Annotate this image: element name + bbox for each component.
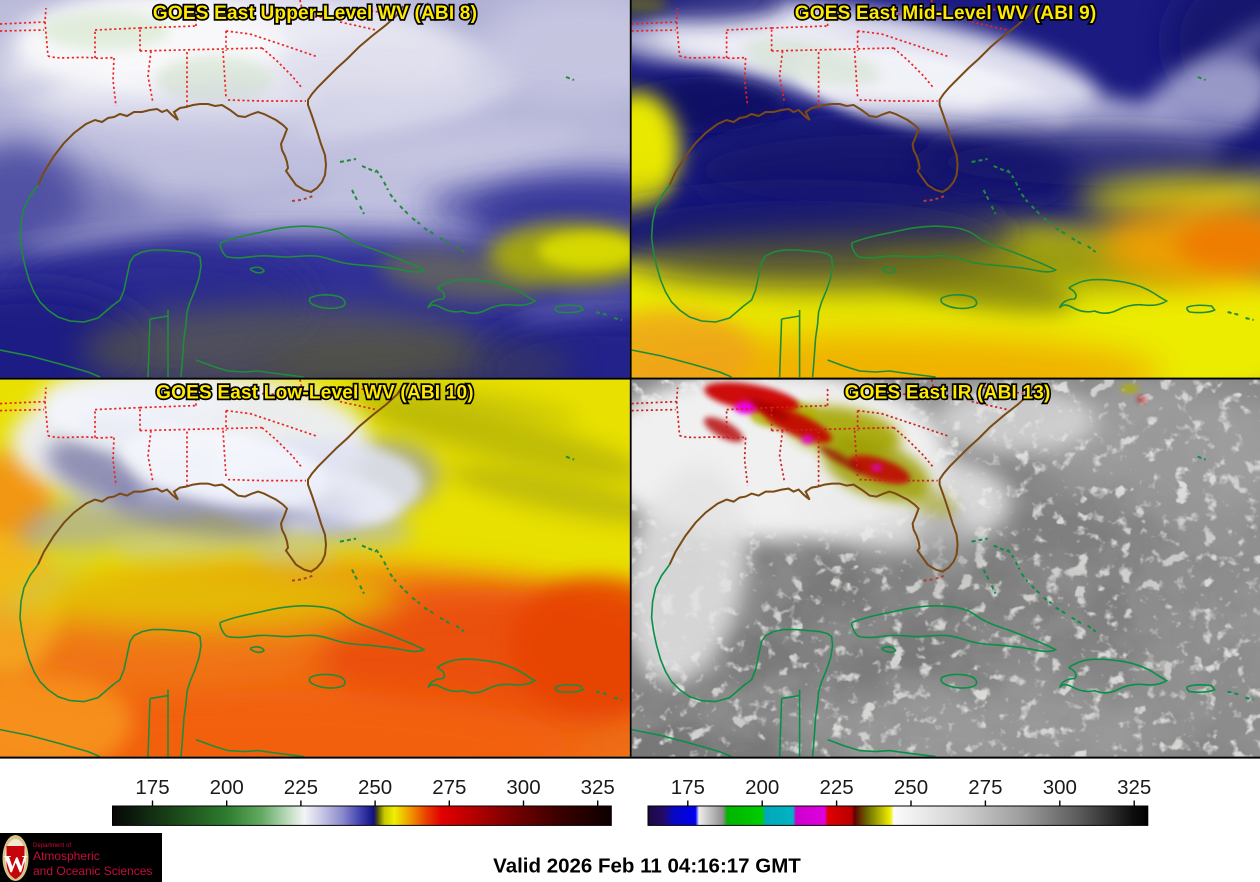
svg-text:Atmospheric: Atmospheric xyxy=(33,849,100,863)
svg-text:325: 325 xyxy=(581,776,615,799)
svg-text:GOES East Low-Level WV (ABI 10: GOES East Low-Level WV (ABI 10) xyxy=(156,383,474,404)
svg-text:Department of: Department of xyxy=(33,843,71,849)
svg-text:GOES East Mid-Level WV (ABI 9): GOES East Mid-Level WV (ABI 9) xyxy=(795,3,1097,24)
svg-text:325: 325 xyxy=(1117,776,1151,799)
svg-text:175: 175 xyxy=(135,776,169,799)
svg-text:W: W xyxy=(4,852,28,878)
svg-text:Valid 2026 Feb 11 04:16:17 GMT: Valid 2026 Feb 11 04:16:17 GMT xyxy=(493,855,801,878)
svg-text:250: 250 xyxy=(358,776,392,799)
svg-text:GOES East Upper-Level WV (ABI: GOES East Upper-Level WV (ABI 8) xyxy=(153,3,477,24)
svg-text:250: 250 xyxy=(894,776,928,799)
svg-text:275: 275 xyxy=(432,776,466,799)
svg-text:300: 300 xyxy=(1043,776,1077,799)
svg-text:and Oceanic Sciences: and Oceanic Sciences xyxy=(33,864,152,878)
svg-text:300: 300 xyxy=(506,776,540,799)
svg-text:225: 225 xyxy=(819,776,853,799)
svg-text:200: 200 xyxy=(210,776,244,799)
svg-text:200: 200 xyxy=(745,776,779,799)
svg-text:175: 175 xyxy=(671,776,705,799)
svg-text:GOES East IR (ABI 13): GOES East IR (ABI 13) xyxy=(845,383,1051,404)
svg-text:225: 225 xyxy=(284,776,318,799)
svg-text:275: 275 xyxy=(968,776,1002,799)
